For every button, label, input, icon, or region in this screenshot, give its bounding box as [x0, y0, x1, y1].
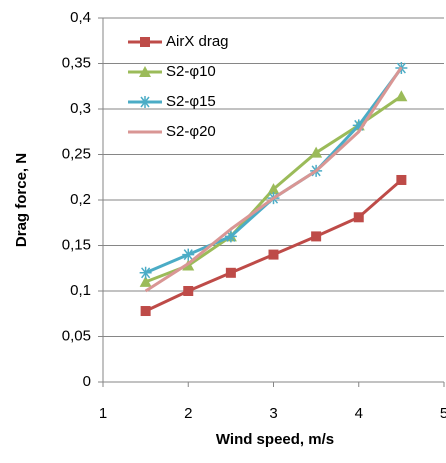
- y-tick-label: 0,35: [62, 54, 91, 71]
- x-tick-label: 3: [269, 405, 277, 422]
- y-tick-label: 0,2: [70, 191, 91, 208]
- x-tick-label: 4: [355, 405, 363, 422]
- legend-label: S2-φ20: [166, 123, 216, 140]
- marker: [311, 231, 322, 242]
- marker: [225, 267, 236, 278]
- marker: [267, 183, 280, 195]
- marker: [183, 286, 194, 296]
- x-axis-title: Wind speed, m/s: [216, 431, 334, 448]
- y-tick-label: 0,4: [70, 9, 91, 26]
- y-tick-label: 0,3: [70, 100, 91, 117]
- marker: [352, 119, 365, 132]
- y-tick-label: 0,05: [62, 327, 91, 344]
- y-tick-label: 0,1: [70, 282, 91, 299]
- legend-label: S2-φ10: [166, 63, 216, 80]
- marker: [182, 248, 195, 261]
- marker: [139, 266, 152, 279]
- marker: [353, 212, 364, 223]
- marker: [395, 90, 408, 102]
- y-tick-label: 0,15: [62, 236, 91, 253]
- marker: [224, 230, 237, 243]
- legend-marker: [140, 37, 150, 47]
- legend-label: AirX drag: [166, 33, 229, 50]
- x-tick-label: 2: [184, 405, 192, 422]
- marker: [139, 275, 152, 287]
- marker: [140, 306, 151, 317]
- y-tick-label: 0,25: [62, 145, 91, 162]
- legend-marker: [139, 66, 151, 77]
- x-tick-label: 1: [99, 405, 107, 422]
- legend-label: S2-φ15: [166, 93, 216, 110]
- marker: [310, 146, 323, 158]
- y-axis-title: Drag force, N: [13, 153, 30, 247]
- series-line: [144, 66, 403, 293]
- y-tick-label: 0: [83, 373, 91, 390]
- marker: [268, 249, 279, 260]
- x-tick-label: 5: [440, 405, 446, 422]
- legend-marker: [139, 96, 151, 108]
- marker: [396, 174, 407, 185]
